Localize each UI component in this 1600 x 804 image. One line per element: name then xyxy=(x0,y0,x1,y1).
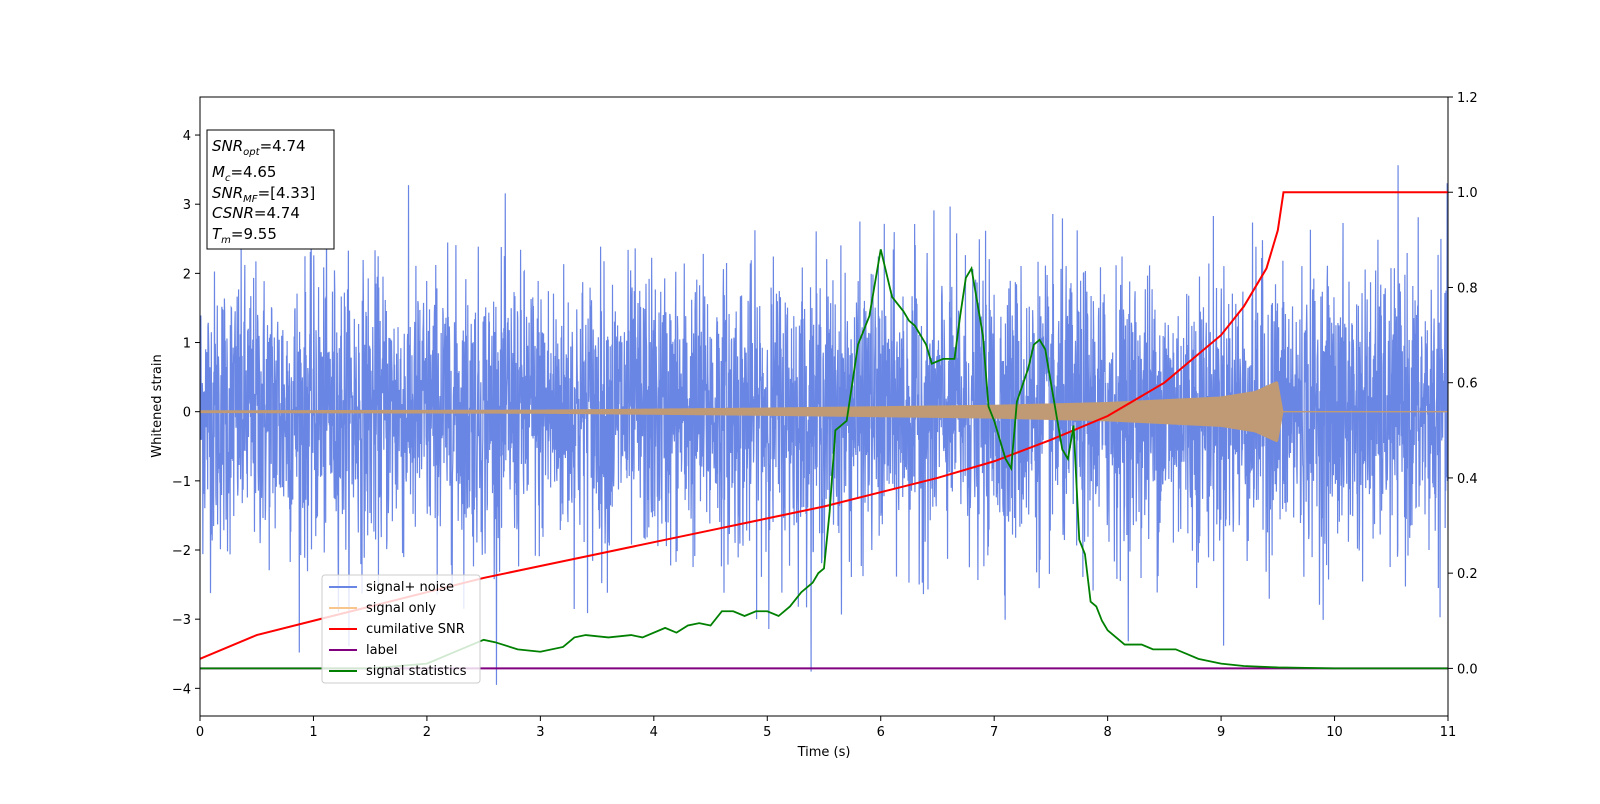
y2-tick-label: 0.4 xyxy=(1457,472,1478,487)
x-tick-label: 8 xyxy=(1103,725,1111,740)
y-tick-label: 1 xyxy=(183,337,191,352)
y2-tick-label: 1.0 xyxy=(1457,186,1478,201)
info-box: SNRopt=4.74 Mc=4.65 SNRMF=[4.33] CSNR=4.… xyxy=(206,129,335,250)
x-tick-label: 1 xyxy=(309,725,317,740)
legend: signal+ noise signal only cumilative SNR… xyxy=(321,574,481,684)
y-axis-ticks: −4 −3 −2 −1 0 1 2 3 4 xyxy=(172,129,200,697)
y-tick-label: −3 xyxy=(172,613,191,628)
info-mc: Mc=4.65 xyxy=(212,163,276,184)
y-tick-label: 0 xyxy=(183,406,191,421)
x-axis-ticks: 0 1 2 3 4 5 6 7 8 9 10 11 xyxy=(196,716,1456,740)
legend-label-signal-noise: signal+ noise xyxy=(366,580,454,595)
signal-statistics-series xyxy=(200,249,1448,670)
y-tick-label: −1 xyxy=(172,475,191,490)
y2-tick-label: 0.6 xyxy=(1457,377,1478,392)
x-tick-label: 2 xyxy=(423,725,431,740)
info-snr-opt: SNRopt=4.74 xyxy=(212,137,306,158)
y-axis-label: Whitened strain xyxy=(150,354,165,457)
legend-label-signal-statistics: signal statistics xyxy=(366,664,467,679)
y2-tick-label: 1.2 xyxy=(1457,91,1478,106)
x-tick-label: 11 xyxy=(1440,725,1457,740)
info-box-frame xyxy=(206,129,335,250)
x-tick-label: 4 xyxy=(650,725,658,740)
legend-label-label: label xyxy=(366,643,397,658)
y-tick-label: 2 xyxy=(183,267,191,282)
y-tick-label: 3 xyxy=(183,198,191,213)
y2-tick-label: 0.8 xyxy=(1457,281,1478,296)
info-snr-mf: SNRMF=[4.33] xyxy=(212,184,315,205)
x-tick-label: 6 xyxy=(877,725,885,740)
y-tick-label: 4 xyxy=(183,129,191,144)
info-tm: Tm=9.55 xyxy=(212,225,277,246)
y2-tick-label: 0.2 xyxy=(1457,567,1478,582)
x-tick-label: 7 xyxy=(990,725,998,740)
legend-frame xyxy=(321,574,481,684)
x-tick-label: 9 xyxy=(1217,725,1225,740)
x-tick-label: 0 xyxy=(196,725,204,740)
legend-label-signal-only: signal only xyxy=(366,601,436,616)
y2-tick-label: 0.0 xyxy=(1457,662,1478,677)
signal-noise-series xyxy=(200,165,1448,685)
x-tick-label: 5 xyxy=(763,725,771,740)
x-tick-label: 10 xyxy=(1326,725,1343,740)
y-tick-label: −4 xyxy=(172,682,191,697)
x-tick-label: 3 xyxy=(536,725,544,740)
info-csnr: CSNR=4.74 xyxy=(212,204,300,222)
y2-axis-ticks: 0.0 0.2 0.4 0.6 0.8 1.0 1.2 xyxy=(1448,91,1478,677)
y-tick-label: −2 xyxy=(172,544,191,559)
legend-label-cumulative-snr: cumilative SNR xyxy=(366,622,465,637)
plot-frame xyxy=(199,96,1449,717)
x-axis-label: Time (s) xyxy=(797,745,851,760)
